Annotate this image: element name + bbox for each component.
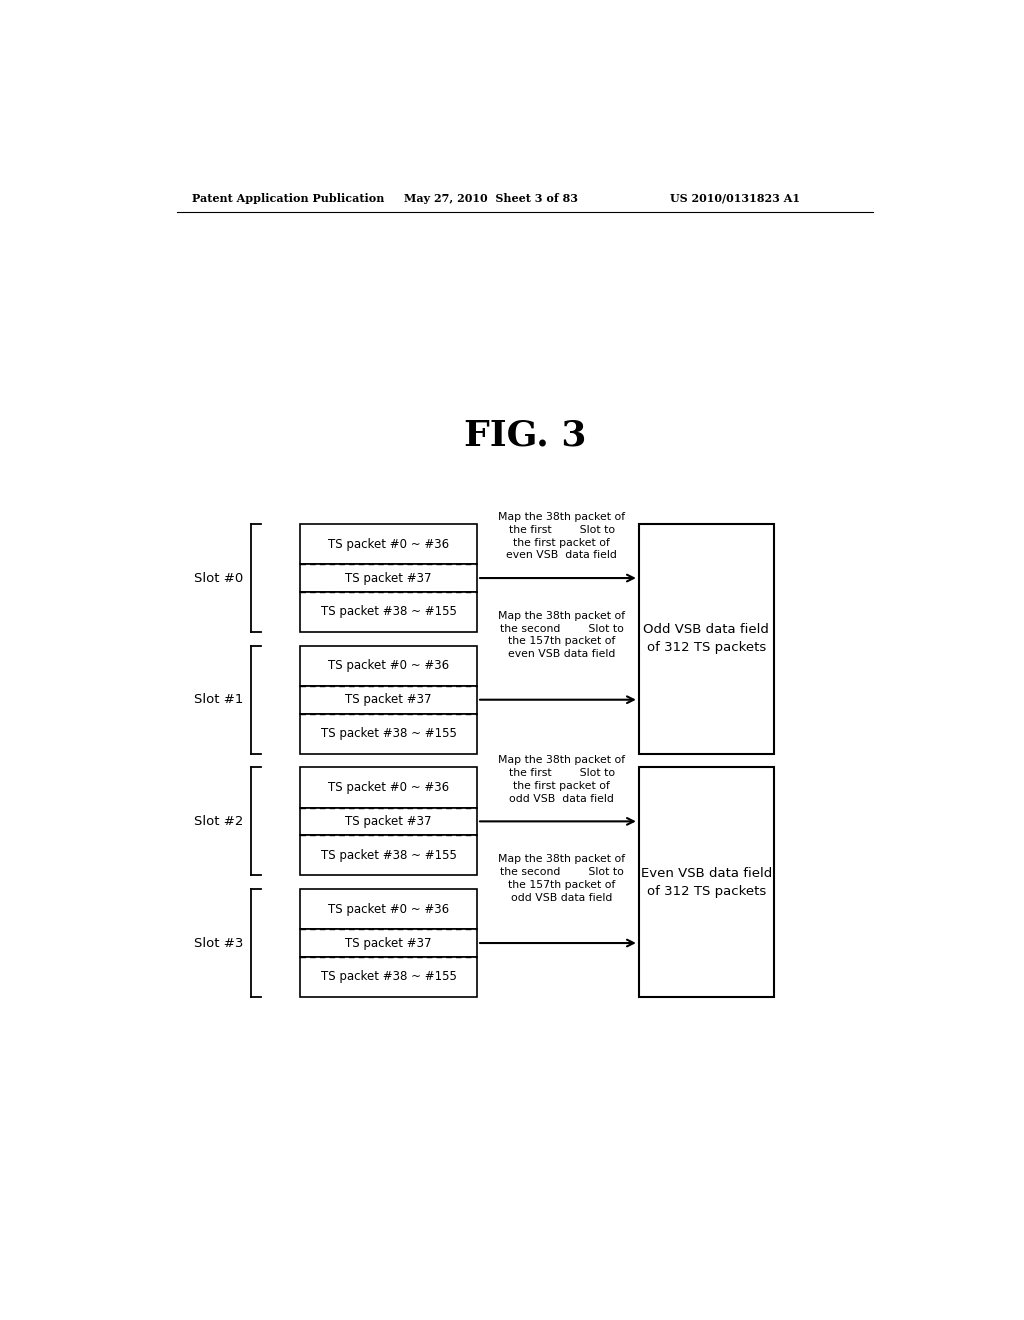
- Bar: [300, 591, 477, 632]
- Text: TS packet #0 ~ #36: TS packet #0 ~ #36: [328, 781, 450, 795]
- Bar: [300, 564, 477, 591]
- Text: Map the 38th packet of
the first        Slot to
the first packet of
odd VSB  dat: Map the 38th packet of the first Slot to…: [499, 755, 626, 804]
- Text: TS packet #37: TS packet #37: [345, 936, 432, 949]
- Text: TS packet #38 ~ #155: TS packet #38 ~ #155: [321, 606, 457, 619]
- Text: Slot #3: Slot #3: [195, 936, 244, 949]
- Bar: [300, 714, 477, 754]
- Bar: [639, 767, 773, 997]
- Bar: [300, 929, 477, 957]
- Text: TS packet #38 ~ #155: TS packet #38 ~ #155: [321, 970, 457, 983]
- Text: Slot #2: Slot #2: [195, 814, 244, 828]
- Bar: [300, 957, 477, 997]
- Text: US 2010/0131823 A1: US 2010/0131823 A1: [670, 193, 800, 205]
- Text: TS packet #37: TS packet #37: [345, 814, 432, 828]
- Text: TS packet #37: TS packet #37: [345, 572, 432, 585]
- Bar: [639, 524, 773, 754]
- Text: FIG. 3: FIG. 3: [464, 418, 586, 453]
- Bar: [300, 686, 477, 714]
- Text: Even VSB data field
of 312 TS packets: Even VSB data field of 312 TS packets: [640, 867, 772, 898]
- Bar: [300, 524, 477, 564]
- Text: May 27, 2010  Sheet 3 of 83: May 27, 2010 Sheet 3 of 83: [403, 193, 578, 205]
- Bar: [300, 645, 477, 686]
- Text: Odd VSB data field
of 312 TS packets: Odd VSB data field of 312 TS packets: [643, 623, 769, 655]
- Text: TS packet #37: TS packet #37: [345, 693, 432, 706]
- Bar: [300, 767, 477, 808]
- Bar: [300, 836, 477, 875]
- Text: TS packet #0 ~ #36: TS packet #0 ~ #36: [328, 537, 450, 550]
- Text: Slot #1: Slot #1: [195, 693, 244, 706]
- Bar: [300, 890, 477, 929]
- Text: Map the 38th packet of
the second        Slot to
the 157th packet of
odd VSB dat: Map the 38th packet of the second Slot t…: [499, 854, 626, 903]
- Text: TS packet #0 ~ #36: TS packet #0 ~ #36: [328, 903, 450, 916]
- Bar: [300, 808, 477, 836]
- Text: TS packet #38 ~ #155: TS packet #38 ~ #155: [321, 727, 457, 741]
- Text: Map the 38th packet of
the first        Slot to
the first packet of
even VSB  da: Map the 38th packet of the first Slot to…: [499, 512, 626, 561]
- Text: TS packet #38 ~ #155: TS packet #38 ~ #155: [321, 849, 457, 862]
- Text: Map the 38th packet of
the second        Slot to
the 157th packet of
even VSB da: Map the 38th packet of the second Slot t…: [499, 611, 626, 659]
- Text: Slot #0: Slot #0: [195, 572, 244, 585]
- Text: Patent Application Publication: Patent Application Publication: [193, 193, 385, 205]
- Text: TS packet #0 ~ #36: TS packet #0 ~ #36: [328, 659, 450, 672]
